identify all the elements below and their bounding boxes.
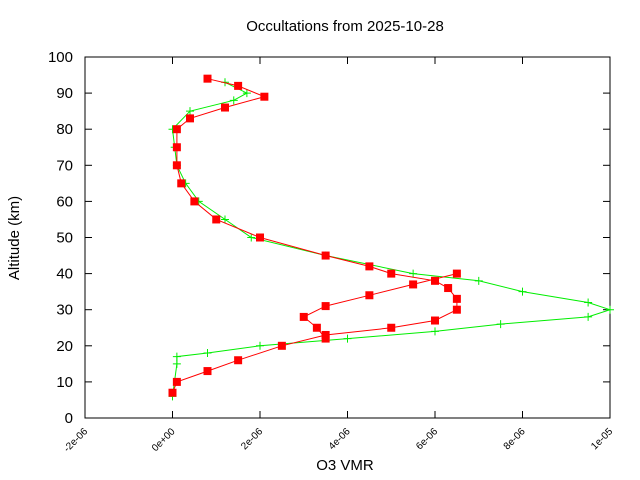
point [172, 359, 181, 368]
x-tick-label: 1e-05 [589, 426, 615, 452]
point [365, 262, 374, 271]
x-tick-label: 8e-06 [502, 426, 528, 452]
point [496, 320, 505, 329]
point [172, 125, 181, 134]
point [409, 269, 418, 278]
point [299, 312, 308, 321]
y-tick-label: 20 [56, 338, 73, 355]
point [186, 107, 194, 116]
point [343, 334, 352, 343]
point [186, 114, 194, 123]
point [172, 352, 181, 361]
point [321, 302, 330, 311]
point [260, 92, 269, 101]
point [452, 294, 461, 303]
point [387, 269, 396, 278]
point [229, 96, 238, 105]
x-tick-label: -2e-06 [62, 426, 91, 455]
y-tick-label: 100 [48, 49, 73, 66]
point [256, 233, 264, 242]
point [312, 323, 321, 332]
point [190, 197, 199, 206]
point [277, 341, 286, 350]
x-tick-label: 4e-06 [327, 426, 353, 452]
y-tick-label: 10 [56, 374, 73, 391]
x-tick-label: 2e-06 [239, 426, 265, 452]
point [234, 81, 243, 90]
x-axis-label: O3 VMR [316, 457, 374, 474]
point [321, 251, 330, 260]
point [584, 312, 593, 321]
point [203, 367, 212, 376]
series-line [171, 81, 612, 397]
point [177, 179, 186, 188]
y-tick-label: 90 [56, 85, 73, 102]
point [321, 334, 330, 343]
y-tick-label: 50 [56, 230, 73, 247]
point [409, 280, 418, 289]
point [452, 269, 461, 278]
point [247, 233, 256, 242]
point [606, 305, 614, 314]
y-tick-label: 70 [56, 157, 73, 174]
chart-title: Occultations from 2025-10-28 [246, 18, 444, 35]
point [431, 276, 439, 285]
point [221, 215, 229, 224]
point [518, 287, 527, 296]
point [584, 298, 593, 307]
y-tick-label: 0 [65, 410, 73, 427]
x-tick-label: 0e+00 [150, 426, 178, 454]
point [172, 161, 181, 170]
point [212, 215, 221, 224]
point [387, 323, 396, 332]
point [431, 327, 439, 336]
point [431, 316, 439, 325]
point [203, 74, 212, 83]
y-axis-label: Altitude (km) [6, 196, 23, 280]
y-tick-label: 40 [56, 266, 73, 283]
y-tick-label: 30 [56, 302, 73, 319]
point [452, 305, 461, 314]
point [172, 377, 181, 386]
point [234, 356, 243, 365]
point [256, 341, 264, 350]
point [474, 276, 483, 285]
series-line [172, 78, 458, 393]
point [242, 89, 251, 98]
point [365, 291, 374, 300]
plot-border [84, 56, 611, 419]
point [168, 388, 177, 397]
point [221, 103, 229, 112]
x-tick-label: 6e-06 [414, 426, 440, 452]
point [172, 143, 181, 152]
point [444, 284, 453, 293]
y-tick-label: 60 [56, 193, 73, 210]
point [203, 349, 212, 358]
y-tick-label: 80 [56, 121, 73, 138]
